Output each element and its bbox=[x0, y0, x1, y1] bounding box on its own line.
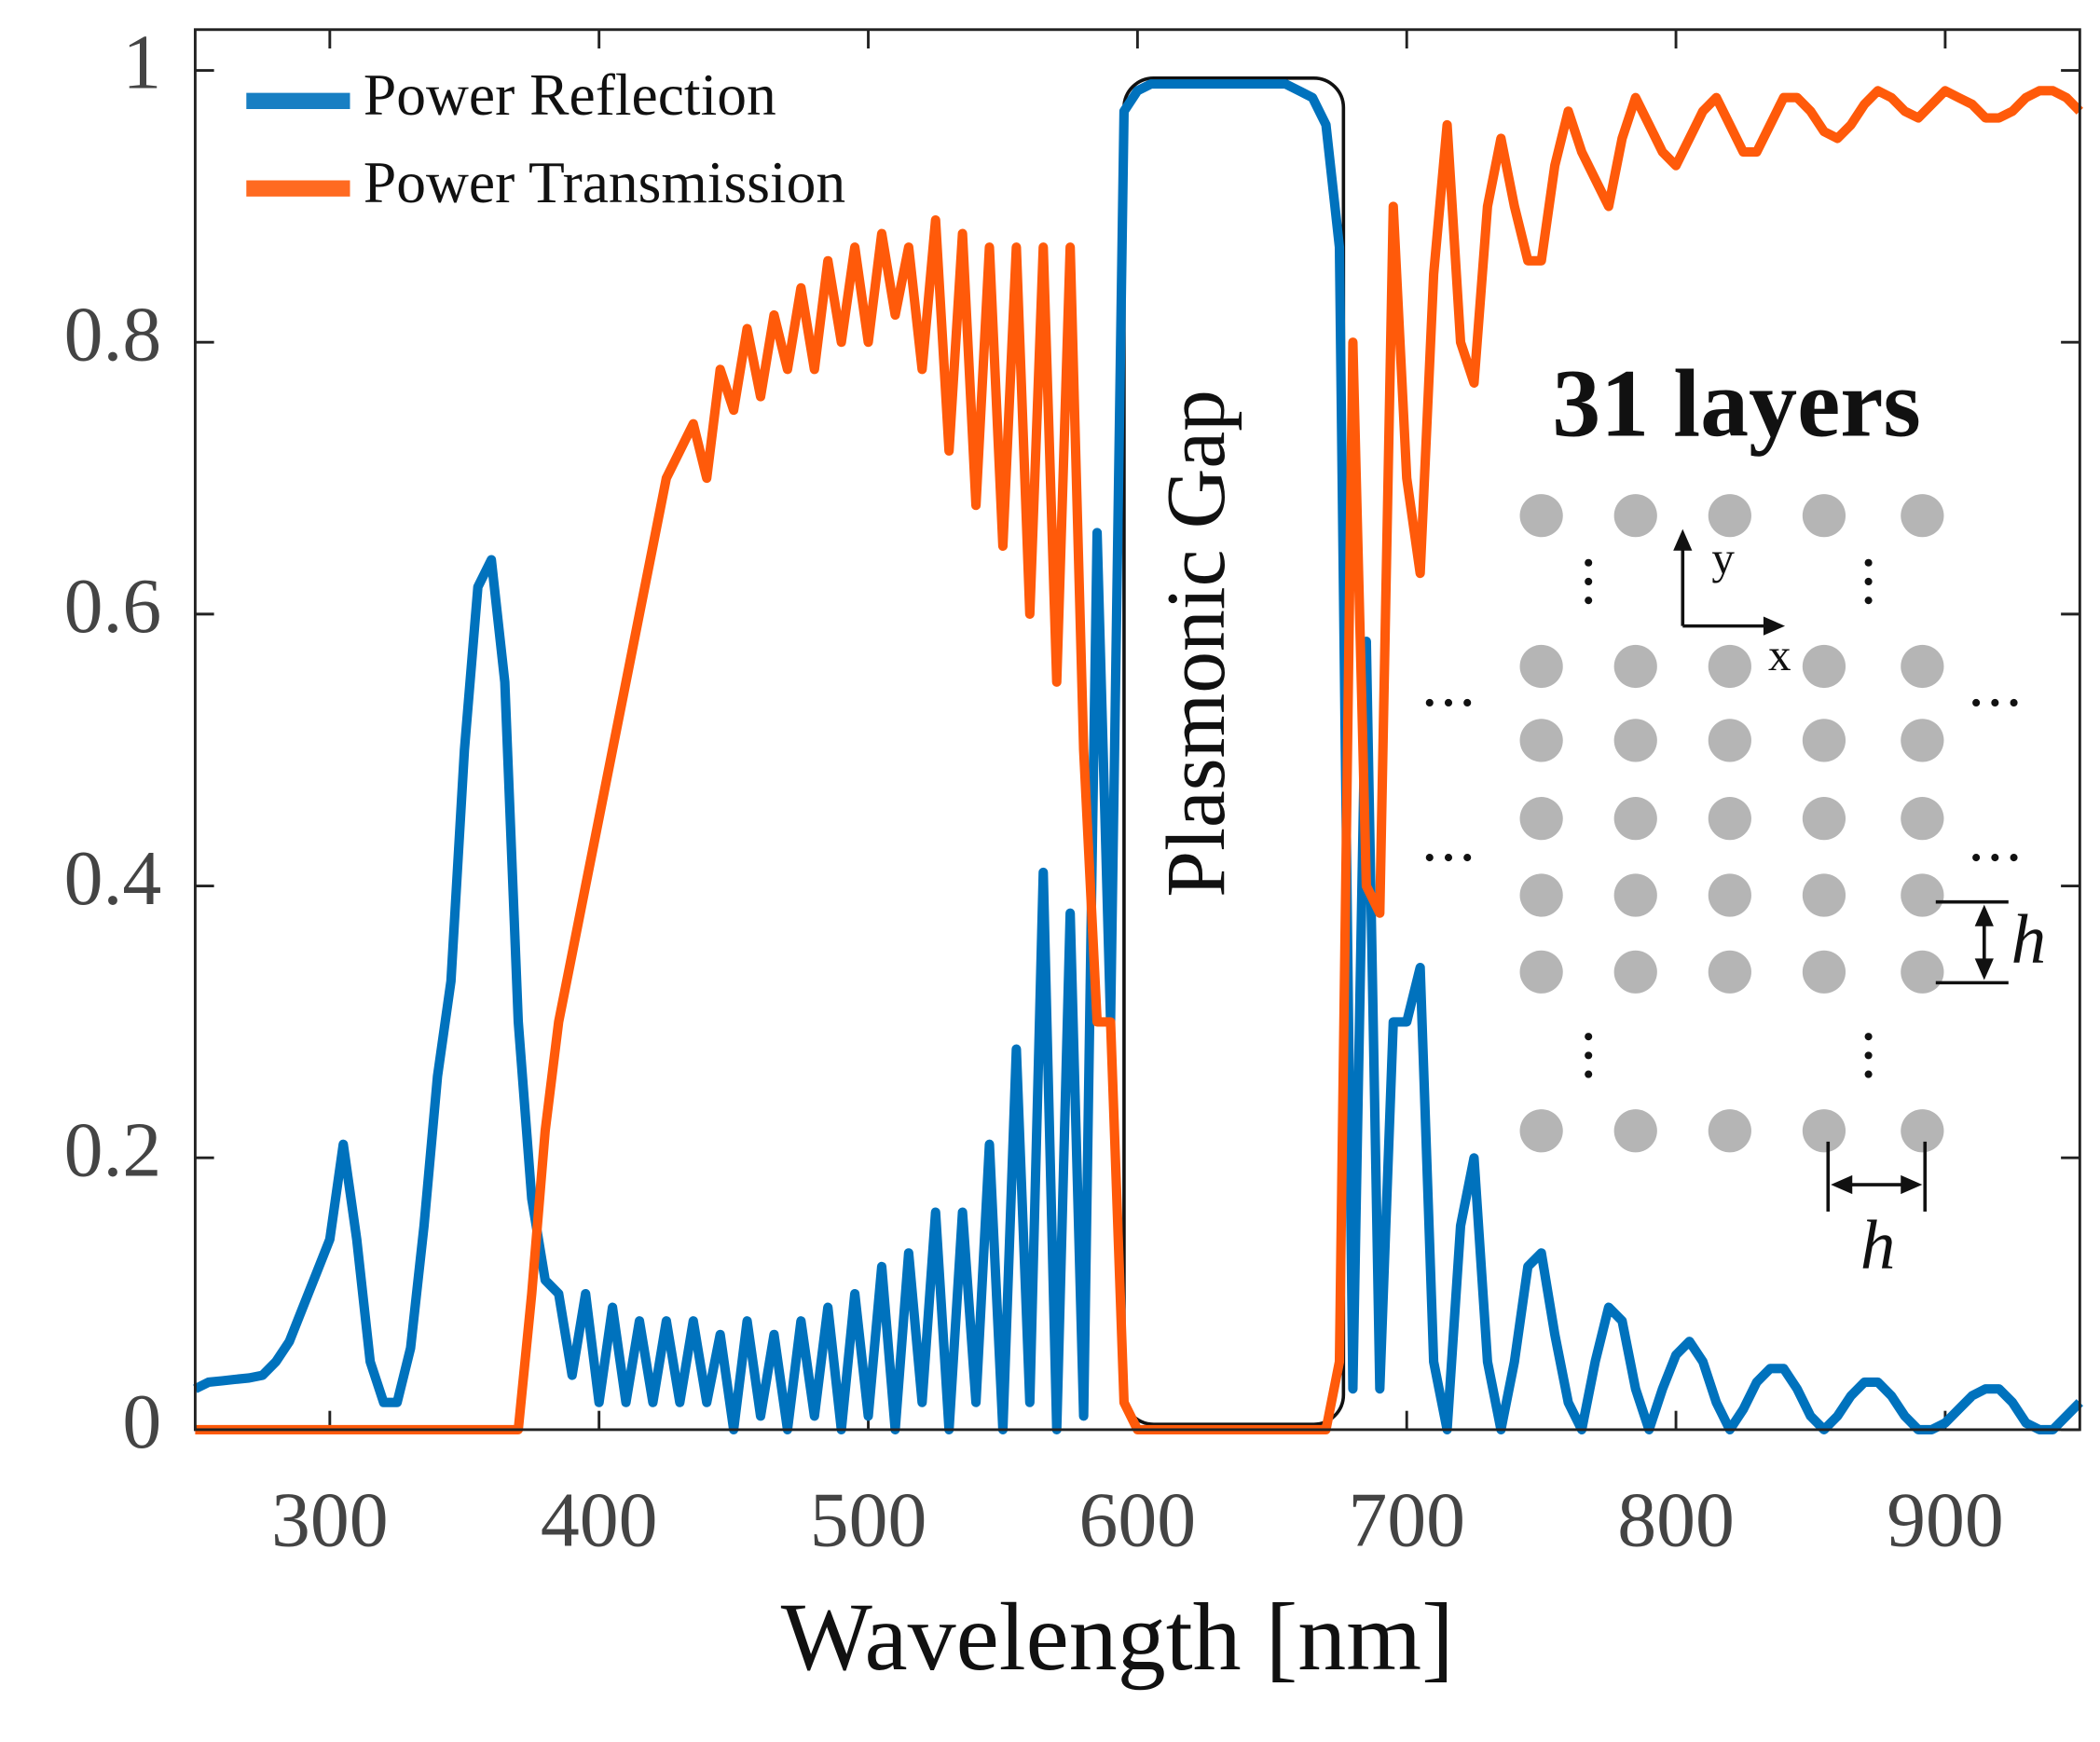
lattice-dot bbox=[1802, 644, 1846, 689]
lattice-dot bbox=[1802, 1109, 1846, 1153]
lattice-dot bbox=[1519, 797, 1563, 841]
lattice-dot bbox=[1802, 494, 1846, 538]
y-tick-label: 0.8 bbox=[64, 291, 162, 377]
series-line bbox=[193, 79, 2083, 1434]
lattice-dot bbox=[1613, 494, 1657, 538]
lattice-dot bbox=[1613, 1109, 1657, 1153]
arrow-head bbox=[1831, 1174, 1853, 1195]
lattice-dot bbox=[1519, 1109, 1563, 1153]
axis-y-label: y bbox=[1711, 532, 1735, 583]
lattice-dot bbox=[1613, 873, 1657, 917]
arrow-head bbox=[1901, 1174, 1923, 1195]
ellipsis-dot bbox=[1425, 854, 1434, 862]
lattice-dot bbox=[1901, 719, 1944, 762]
lattice-dot bbox=[1519, 873, 1563, 917]
y-tick-label: 0 bbox=[122, 1379, 161, 1465]
lattice-dot bbox=[1613, 950, 1657, 994]
ellipsis-dot bbox=[1864, 1033, 1873, 1041]
lattice-dot bbox=[1613, 719, 1657, 762]
lattice-dot bbox=[1519, 719, 1563, 762]
y-tick-label: 0.6 bbox=[64, 563, 162, 650]
ellipsis-dot bbox=[1972, 698, 1981, 706]
ellipsis-dot bbox=[1972, 854, 1981, 862]
legend-label: Power Reflection bbox=[364, 62, 776, 128]
plot-frame bbox=[193, 28, 2081, 1432]
lattice-dot bbox=[1708, 1109, 1751, 1153]
layers-label: 31 layers bbox=[1552, 350, 1921, 457]
arrow-head bbox=[1974, 958, 1994, 981]
lattice-dot bbox=[1708, 644, 1751, 689]
arrow-head bbox=[1763, 616, 1786, 636]
lattice-dot bbox=[1901, 950, 1944, 994]
x-tick-label: 900 bbox=[1887, 1477, 2004, 1564]
lattice-dot bbox=[1901, 797, 1944, 841]
h-label: h bbox=[2011, 901, 2047, 979]
lattice-dot bbox=[1802, 719, 1846, 762]
y-tick-label: 0.2 bbox=[64, 1106, 162, 1193]
lattice-dot bbox=[1708, 719, 1751, 762]
ellipsis-dot bbox=[1444, 698, 1453, 706]
ellipsis-dot bbox=[1585, 577, 1593, 586]
lattice-dot bbox=[1802, 950, 1846, 994]
ellipsis-dot bbox=[1463, 698, 1472, 706]
ellipsis-dot bbox=[1864, 1051, 1873, 1060]
ellipsis-dot bbox=[1991, 698, 1999, 706]
lattice-dot bbox=[1901, 873, 1944, 917]
lattice-dot bbox=[1901, 1109, 1944, 1153]
lattice-dot bbox=[1613, 644, 1657, 689]
lattice-dot bbox=[1802, 873, 1846, 917]
lattice-dot bbox=[1613, 797, 1657, 841]
lattice-dot bbox=[1708, 873, 1751, 917]
ellipsis-dot bbox=[1444, 854, 1453, 862]
lattice-dot bbox=[1708, 797, 1751, 841]
ellipsis-dot bbox=[1585, 1033, 1593, 1041]
lattice-dot bbox=[1901, 644, 1944, 689]
x-tick-label: 300 bbox=[271, 1477, 389, 1564]
lattice-dot bbox=[1519, 644, 1563, 689]
lattice-dot bbox=[1708, 950, 1751, 994]
x-tick-label: 500 bbox=[810, 1477, 927, 1564]
arrow-head bbox=[1673, 528, 1693, 551]
lattice-dot bbox=[1519, 950, 1563, 994]
x-tick-label: 600 bbox=[1079, 1477, 1197, 1564]
ellipsis-dot bbox=[1585, 558, 1593, 567]
ellipsis-dot bbox=[1991, 854, 1999, 862]
x-tick-label: 800 bbox=[1617, 1477, 1735, 1564]
ellipsis-dot bbox=[1585, 597, 1593, 605]
lattice-dot bbox=[1901, 494, 1944, 538]
ellipsis-dot bbox=[1585, 1070, 1593, 1078]
x-tick-label: 700 bbox=[1348, 1477, 1465, 1564]
ellipsis-dot bbox=[1463, 854, 1472, 862]
ellipsis-dot bbox=[1864, 558, 1873, 567]
axis-x-label: x bbox=[1768, 629, 1791, 680]
lattice-dot bbox=[1519, 494, 1563, 538]
ellipsis-dot bbox=[2010, 854, 2018, 862]
lattice-dot bbox=[1802, 797, 1846, 841]
arrow-head bbox=[1974, 904, 1994, 926]
ellipsis-dot bbox=[1864, 577, 1873, 586]
y-tick-label: 0.4 bbox=[64, 835, 162, 922]
y-tick-label: 1 bbox=[122, 20, 161, 106]
x-axis-label: Wavelength [nm] bbox=[781, 1584, 1454, 1691]
lattice-dot bbox=[1708, 494, 1751, 538]
legend-label: Power Transmission bbox=[364, 149, 845, 215]
ellipsis-dot bbox=[1425, 698, 1434, 706]
gap-label: Plasmonic Gap bbox=[1150, 390, 1242, 898]
ellipsis-dot bbox=[2010, 698, 2018, 706]
x-tick-label: 400 bbox=[541, 1477, 658, 1564]
ellipsis-dot bbox=[1864, 1070, 1873, 1078]
ellipsis-dot bbox=[1864, 597, 1873, 605]
ellipsis-dot bbox=[1585, 1051, 1593, 1060]
h-label: h bbox=[1860, 1206, 1896, 1283]
